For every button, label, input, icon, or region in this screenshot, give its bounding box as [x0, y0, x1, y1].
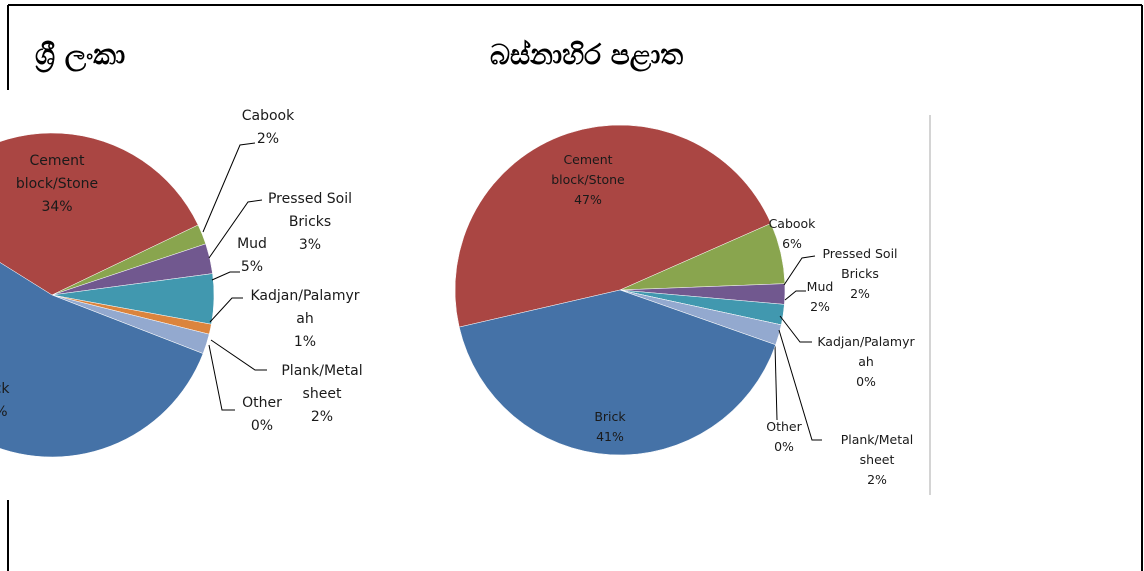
- data-label: Kadjan/Palamyrah 1%: [250, 285, 360, 354]
- pie-slice: [0, 132, 199, 296]
- slice-value: 41%: [596, 429, 624, 444]
- data-label: Plank/Metal sheet 2%: [272, 360, 372, 429]
- slice-name: Cement block/Stone: [551, 152, 625, 187]
- data-label: Mud 2%: [800, 277, 840, 317]
- leader-line: [778, 329, 822, 441]
- leader-line: [202, 142, 256, 233]
- data-label: Pressed Soil Bricks 2%: [820, 244, 900, 304]
- slice-value: 2%: [850, 286, 870, 301]
- slice-value: 3%: [298, 237, 322, 253]
- slice-name: Kadjan/Palamyrah: [250, 288, 360, 327]
- pie-slice: [0, 262, 204, 458]
- chart-title: බස්නාහිර පළාත: [490, 38, 684, 71]
- slice-name: Plank/Metal sheet: [281, 363, 363, 402]
- slice-value: 2%: [310, 409, 334, 425]
- slice-name: Cabook: [241, 108, 295, 124]
- data-label: Brick 41%: [580, 407, 640, 447]
- data-label: Cabook 6%: [762, 214, 822, 254]
- pie-slice: [458, 289, 776, 456]
- slice-value: 34%: [41, 199, 73, 215]
- leader-line: [209, 297, 243, 323]
- data-label: Cement block/Stone 34%: [2, 150, 112, 219]
- leader-line: [784, 290, 806, 301]
- slice-value: 0%: [774, 439, 794, 454]
- slice-name: Mud: [237, 236, 267, 252]
- slice-name: Plank/Metal sheet: [840, 432, 914, 467]
- slice-name: Other: [766, 419, 802, 434]
- slice-value: 53%: [0, 401, 27, 424]
- data-label: Cement block/Stone 47%: [538, 150, 638, 210]
- slice-value: 2%: [867, 472, 887, 487]
- chart-title: ශ්‍රී ලංකා: [35, 38, 126, 71]
- slice-value: 2%: [810, 299, 830, 314]
- slice-value: 6%: [782, 236, 802, 251]
- leader-line: [210, 339, 267, 371]
- leader-line: [208, 199, 263, 259]
- slice-name: Kadjan/Palamyrah: [817, 334, 915, 369]
- slice-value: 47%: [574, 192, 602, 207]
- data-label: Pressed Soil Bricks 3%: [260, 188, 360, 257]
- leader-line: [208, 344, 235, 411]
- slice-value: 0%: [856, 374, 876, 389]
- slice-value: 2%: [256, 131, 280, 147]
- slice-name: Brick: [594, 409, 626, 424]
- slice-value: 1%: [293, 334, 317, 350]
- pie-slice: [454, 124, 772, 328]
- slice-value: 0%: [250, 418, 274, 434]
- data-label: Kadjan/Palamyrah 0%: [814, 332, 918, 392]
- data-label: Mud 5%: [227, 233, 277, 279]
- leader-line: [211, 271, 240, 281]
- leader-line: [783, 255, 816, 286]
- slice-name: Pressed Soil Bricks: [822, 246, 898, 281]
- leader-line: [779, 315, 812, 343]
- data-label: Brick 53%: [0, 378, 27, 424]
- data-label: Cabook 2%: [233, 105, 303, 151]
- slice-name: Cement block/Stone: [15, 153, 99, 192]
- data-label: Other 0%: [759, 417, 809, 457]
- slice-name: Other: [242, 395, 282, 411]
- slice-name: Mud: [806, 279, 834, 294]
- data-label: Plank/Metal sheet 2%: [827, 430, 927, 490]
- slice-name: Brick: [0, 381, 10, 397]
- slice-name: Pressed Soil Bricks: [267, 191, 353, 230]
- slice-name: Cabook: [768, 216, 816, 231]
- slice-value: 5%: [240, 259, 264, 275]
- data-label: Other 0%: [232, 392, 292, 438]
- leader-line: [774, 344, 778, 421]
